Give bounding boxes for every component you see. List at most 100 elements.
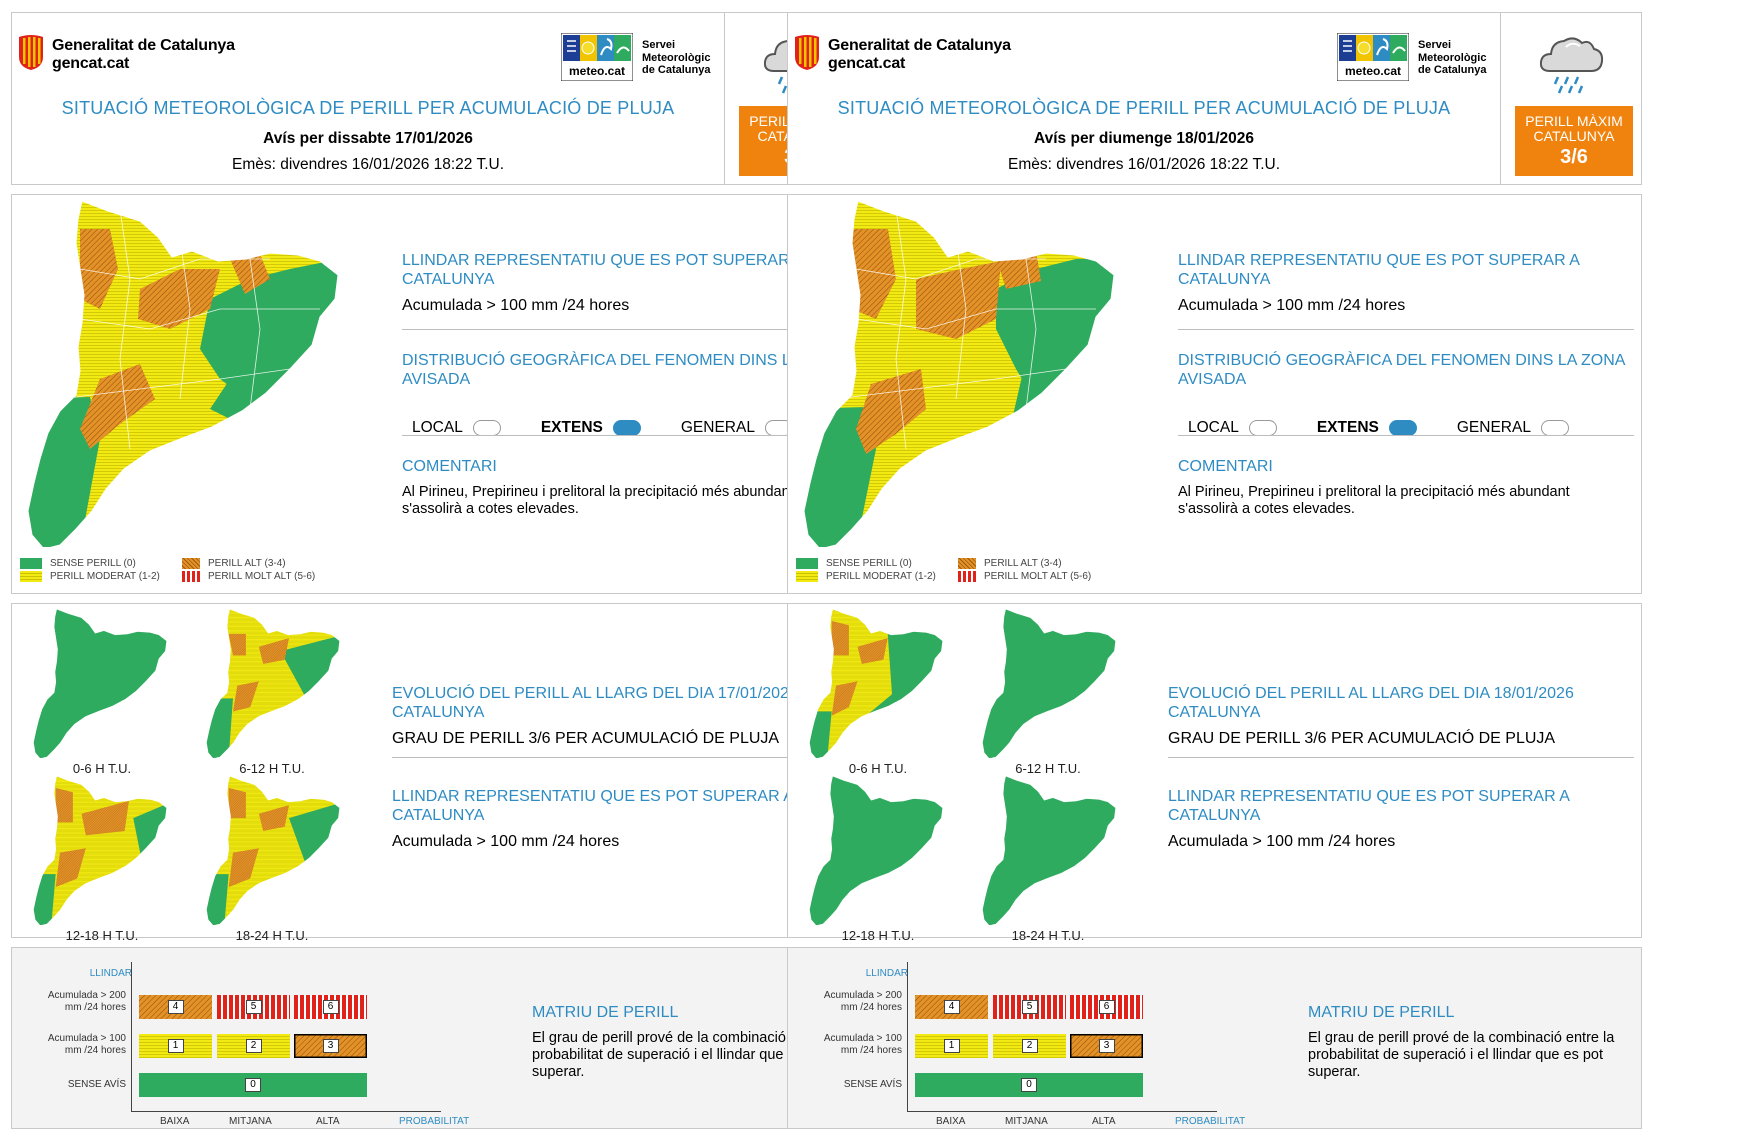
- legend-right: PERILL ALT (3-4) PERILL MOLT ALT (5-6): [958, 557, 1091, 583]
- matrix-row-100: Acumulada > 100 mm /24 hores: [47, 1033, 126, 1056]
- legend-sense-label: SENSE PERILL (0): [826, 558, 912, 569]
- divider: [402, 435, 858, 436]
- matrix-cell-4: 4: [139, 995, 212, 1019]
- catalonia-risk-map: [803, 200, 1115, 547]
- map-slot-12-18: [32, 775, 168, 925]
- matrix-llindar-label: LLINDAR: [89, 968, 132, 979]
- swatch-red: [182, 571, 200, 582]
- cell-num: 3: [322, 1039, 339, 1053]
- map-slot-0-6: [808, 608, 944, 758]
- matrix-info: MATRIU DE PERILL El grau de perill prové…: [532, 1003, 852, 1081]
- map-slot-18-24: [981, 775, 1117, 925]
- meteocat-logo-icon: [1337, 33, 1409, 81]
- map-slot-12-18: [808, 775, 944, 925]
- matrix-info: MATRIU DE PERILL El grau de perill prové…: [1308, 1003, 1628, 1081]
- gen-line2: gencat.cat: [828, 55, 906, 72]
- generalitat-name: Generalitat de Catalunya gencat.cat: [52, 37, 235, 73]
- swatch-yellow: [796, 571, 818, 582]
- legend-alt-label: PERILL ALT (3-4): [208, 558, 286, 569]
- avis-date: Avís per diumenge 18/01/2026: [1034, 130, 1254, 147]
- divider: [392, 757, 858, 758]
- swatch-red: [958, 571, 976, 582]
- evolution-llindar-title: LLINDAR REPRESENTATIU QUE ES POT SUPERAR…: [392, 788, 793, 824]
- legend-moderat: PERILL MODERAT (1-2): [20, 570, 160, 583]
- evolution-llindar: LLINDAR REPRESENTATIU QUE ES POT SUPERAR…: [1168, 787, 1623, 851]
- meteocat-logo-icon: [561, 33, 633, 81]
- divider: [402, 329, 858, 330]
- matrix-col-mitjana: MITJANA: [1005, 1116, 1048, 1127]
- cell-num: 6: [322, 1000, 339, 1014]
- matrix-cell-5: 5: [217, 995, 290, 1019]
- matrix-cell-2: 2: [217, 1034, 290, 1058]
- swatch-orange: [182, 558, 200, 569]
- cell-num: 3: [1098, 1039, 1115, 1053]
- toggle-extens-label: EXTENS: [1316, 419, 1379, 436]
- perill-label2: CATALUNYA: [1533, 128, 1615, 144]
- toggle-extens-label: EXTENS: [540, 419, 603, 436]
- legend-sense: SENSE PERILL (0): [796, 557, 936, 570]
- legend-right: PERILL ALT (3-4) PERILL MOLT ALT (5-6): [182, 557, 315, 583]
- legend-alt-label: PERILL ALT (3-4): [984, 558, 1062, 569]
- matrix-col-alta: ALTA: [316, 1116, 340, 1127]
- legend-left: SENSE PERILL (0) PERILL MODERAT (1-2): [796, 557, 936, 583]
- generalitat-logo-icon: [795, 35, 819, 70]
- meteo-badge-text: meteo.cat: [568, 64, 626, 78]
- meteo-line1: Servei: [642, 39, 676, 51]
- divider: [1178, 329, 1634, 330]
- evolution-llindar-title: LLINDAR REPRESENTATIU QUE ES POT SUPERAR…: [1168, 788, 1569, 824]
- matrix-cell-3-selected: 3: [1070, 1034, 1143, 1058]
- slot-label-18-24: 18-24 H T.U.: [235, 928, 309, 943]
- evolution-grau: GRAU DE PERILL 3/6 PER ACUMULACIÓ DE PLU…: [1168, 730, 1556, 747]
- toggle-local-label: LOCAL: [1188, 419, 1239, 436]
- toggle-general[interactable]: [1540, 420, 1569, 436]
- matrix-row-200: Acumulada > 200 mm /24 hores: [47, 990, 126, 1013]
- matrix-text: El grau de perill prové de la combinació…: [1308, 1030, 1615, 1080]
- llindar-title: LLINDAR REPRESENTATIU QUE ES POT SUPERAR…: [402, 252, 803, 288]
- toggle-extens[interactable]: [612, 420, 641, 436]
- meteo-line3: de Catalunya: [1418, 64, 1487, 76]
- toggle-extens[interactable]: [1388, 420, 1417, 436]
- cell-num: 0: [245, 1078, 261, 1092]
- cell-num: 6: [1098, 1000, 1115, 1014]
- matrix-cell-1: 1: [139, 1034, 212, 1058]
- gen-line1: Generalitat de Catalunya: [828, 37, 1011, 54]
- legend-sense: SENSE PERILL (0): [20, 557, 160, 570]
- evolution-panel: 0-6 H T.U. 6-12 H T.U. 12-18 H T.U. 18-2…: [787, 603, 1642, 943]
- comentari-text: Al Pirineu, Prepirineu i prelitoral la p…: [402, 484, 794, 517]
- legend-alt: PERILL ALT (3-4): [958, 557, 1091, 570]
- bulletin-saturday: Generalitat de Catalunya gencat.cat mete…: [0, 0, 866, 1142]
- catalonia-risk-map: [27, 200, 339, 547]
- matrix-cell-0: 0: [139, 1073, 367, 1097]
- toggle-local[interactable]: [1248, 420, 1277, 436]
- generalitat-logo-icon: [19, 35, 43, 70]
- legend-alt: PERILL ALT (3-4): [182, 557, 315, 570]
- llindar-title: LLINDAR REPRESENTATIU QUE ES POT SUPERAR…: [1178, 252, 1579, 288]
- legend-moderat-label: PERILL MODERAT (1-2): [50, 571, 160, 582]
- comentari-section: COMENTARI Al Pirineu, Prepirineu i preli…: [1178, 457, 1633, 518]
- divider: [1168, 757, 1634, 758]
- slot-label-0-6: 0-6 H T.U.: [72, 761, 132, 776]
- distrib-section: DISTRIBUCIÓ GEOGRÀFICA DEL FENOMEN DINS …: [1178, 351, 1633, 389]
- cell-num: 2: [245, 1039, 262, 1053]
- toggle-local[interactable]: [472, 420, 501, 436]
- slot-label-6-12: 6-12 H T.U.: [239, 761, 305, 776]
- matrix-col-baixa: BAIXA: [160, 1116, 190, 1127]
- matrix-title: MATRIU DE PERILL: [1308, 1004, 1455, 1021]
- distrib-section: DISTRIBUCIÓ GEOGRÀFICA DEL FENOMEN DINS …: [402, 351, 857, 389]
- matrix-probabilitat: PROBABILITAT: [399, 1116, 470, 1127]
- cell-num: 1: [943, 1039, 960, 1053]
- matrix-llindar-label: LLINDAR: [865, 968, 908, 979]
- comentari-text: Al Pirineu, Prepirineu i prelitoral la p…: [1178, 484, 1570, 517]
- comentari-section: COMENTARI Al Pirineu, Prepirineu i preli…: [402, 457, 857, 518]
- matrix-panel: LLINDAR Acumulada > 200 mm /24 hores Acu…: [11, 947, 866, 1129]
- matrix-cell-2: 2: [993, 1034, 1066, 1058]
- toggle-local-label: LOCAL: [412, 419, 463, 436]
- cell-num: 4: [167, 1000, 184, 1014]
- map-panel: SENSE PERILL (0) PERILL MODERAT (1-2) PE…: [11, 194, 866, 594]
- legend-sense-label: SENSE PERILL (0): [50, 558, 136, 569]
- divider: [1178, 435, 1634, 436]
- slot-label-0-6: 0-6 H T.U.: [848, 761, 908, 776]
- map-slot-6-12: [981, 608, 1117, 758]
- matrix-row-200: Acumulada > 200 mm /24 hores: [823, 990, 902, 1013]
- slot-label-12-18: 12-18 H T.U.: [65, 928, 139, 943]
